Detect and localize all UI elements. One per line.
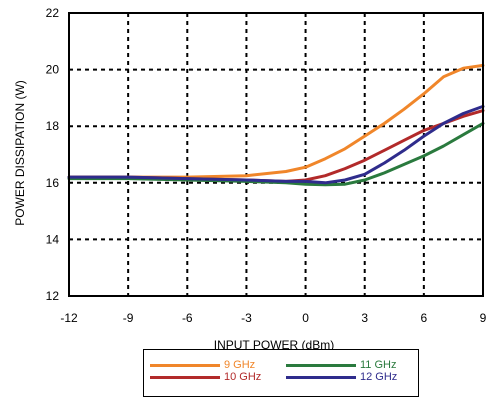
x-tick-label: 6 bbox=[421, 311, 428, 325]
y-tick-label: 22 bbox=[46, 6, 60, 20]
legend-item-10ghz: 10 GHz bbox=[150, 371, 261, 383]
legend: 9 GHz 10 GHz 11 GHz 12 GHz bbox=[143, 349, 419, 397]
x-axis-label: INPUT POWER (dBm) bbox=[214, 338, 334, 352]
legend-swatch bbox=[150, 375, 220, 379]
legend-item-9ghz: 9 GHz bbox=[150, 359, 255, 371]
y-axis-label: POWER DISSIPATION (W) bbox=[13, 80, 27, 226]
x-tick-label: 0 bbox=[302, 311, 309, 325]
plot-frame bbox=[68, 12, 484, 297]
legend-swatch bbox=[150, 363, 220, 367]
legend-item-11ghz: 11 GHz bbox=[286, 359, 396, 371]
y-tick-labels: 12 14 16 18 20 22 bbox=[46, 6, 60, 303]
legend-label: 12 GHz bbox=[360, 371, 398, 383]
x-tick-labels: -12 -9 -6 -3 0 3 6 9 bbox=[60, 311, 486, 325]
legend-swatch bbox=[286, 363, 356, 367]
x-tick-label: 3 bbox=[361, 311, 368, 325]
legend-label: 9 GHz bbox=[224, 359, 256, 371]
y-tick-label: 18 bbox=[46, 119, 60, 133]
x-tick-label: -9 bbox=[123, 311, 134, 325]
y-tick-label: 16 bbox=[46, 176, 60, 190]
series-line-9-ghz bbox=[67, 63, 485, 179]
x-tick-label: -3 bbox=[241, 311, 252, 325]
y-tick-label: 14 bbox=[46, 232, 60, 246]
legend-label: 11 GHz bbox=[360, 359, 397, 371]
series-lines bbox=[67, 63, 485, 187]
series-line-12-ghz bbox=[67, 104, 485, 185]
legend-item-12ghz: 12 GHz bbox=[286, 371, 397, 383]
x-tick-label: -12 bbox=[60, 311, 78, 325]
grid-lines bbox=[69, 13, 483, 296]
series-line-10-ghz bbox=[67, 109, 485, 183]
x-tick-label: 9 bbox=[480, 311, 487, 325]
legend-swatch bbox=[286, 375, 356, 379]
y-tick-label: 12 bbox=[46, 289, 60, 303]
legend-label: 10 GHz bbox=[224, 371, 262, 383]
y-tick-label: 20 bbox=[46, 63, 60, 77]
x-tick-label: -6 bbox=[182, 311, 193, 325]
